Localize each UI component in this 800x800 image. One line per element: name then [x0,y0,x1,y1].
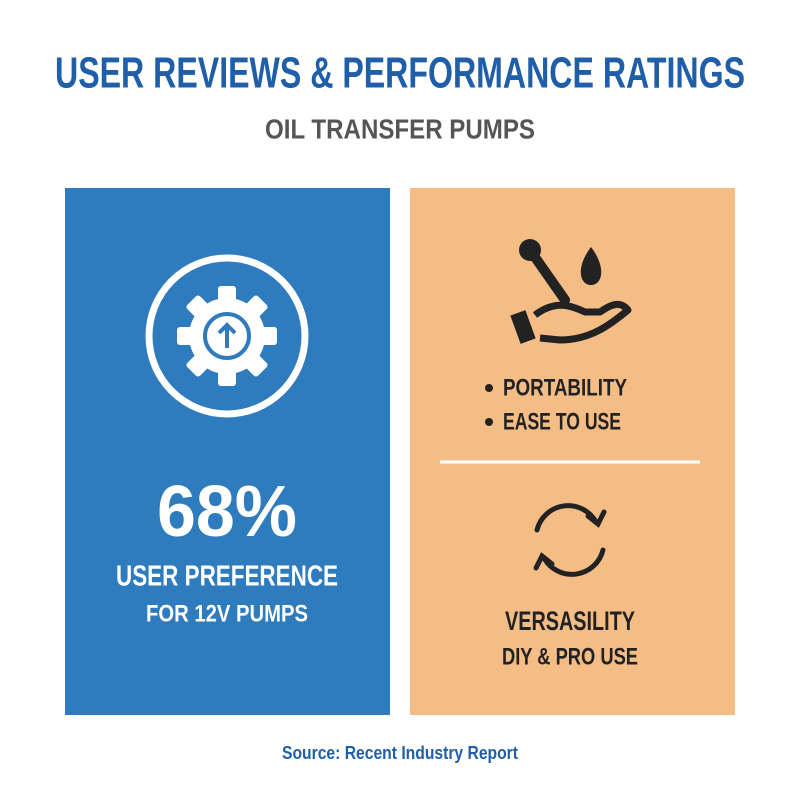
gear-icon [145,254,309,418]
subtitle: OIL TRANSFER PUMPS [265,113,535,144]
left-panel [65,188,390,715]
bullet [485,418,493,426]
bullet [485,384,493,392]
stat: 68% [157,472,297,552]
heading: VERSASILITY [505,606,635,636]
stat-label: USER PREFERENCE [116,561,338,593]
source: Source: Recent Industry Report [282,743,518,763]
hand-tool-icon [510,239,632,344]
subheading: DIY & PRO USE [502,643,638,670]
feature: PORTABILITY [503,374,627,401]
right-panel [410,188,735,715]
feature-list: PORTABILITY EASE TO USE [485,374,627,435]
cycle-icon [533,503,607,577]
stat-sublabel: FOR 12V PUMPS [146,600,308,627]
feature: EASE TO USE [503,408,621,435]
title: USER REVIEWS & PERFORMANCE RATINGS [55,49,745,98]
